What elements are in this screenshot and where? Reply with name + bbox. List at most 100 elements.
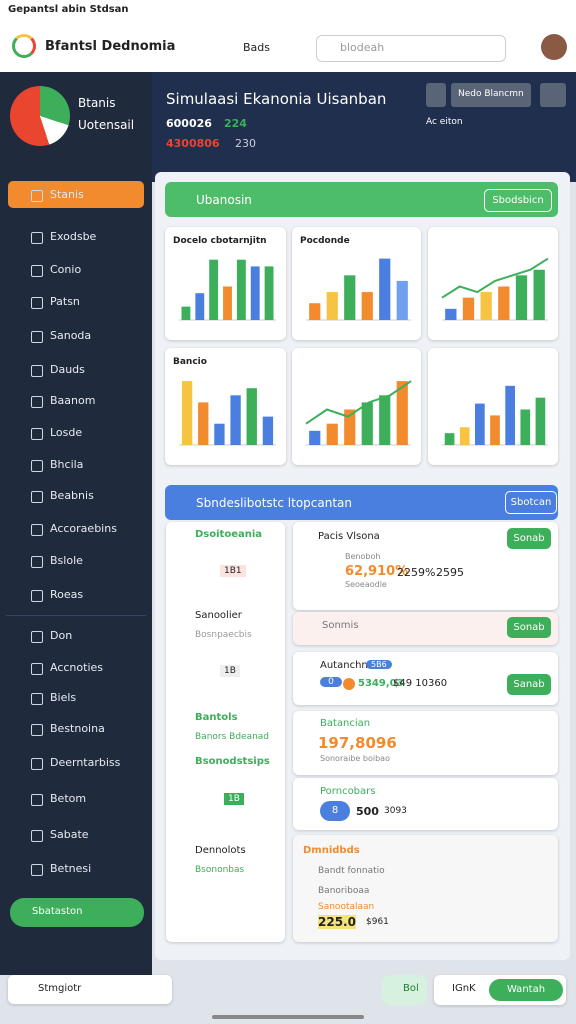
bar	[520, 409, 531, 445]
search-box[interactable]	[316, 35, 506, 62]
badge: 1B	[224, 793, 244, 805]
bar	[361, 402, 373, 445]
bar	[490, 415, 500, 445]
sidebar-icon	[31, 590, 43, 602]
banner-sub-change: 230	[235, 137, 256, 150]
card-value: 3093	[384, 806, 407, 816]
trend-line	[441, 257, 549, 299]
sidebar-item[interactable]: Bestnoina	[50, 722, 105, 735]
sidebar-item[interactable]: Sabate	[50, 828, 89, 841]
sidebar-item[interactable]: Stanis	[50, 188, 84, 201]
sidebar-item[interactable]: Baanom	[50, 394, 96, 407]
bottom-button[interactable]	[382, 975, 427, 1005]
banner-button: Nedo Blancmn	[458, 89, 524, 99]
bar	[445, 308, 457, 320]
sidebar-item[interactable]: Conio	[50, 263, 82, 276]
sidebar-item[interactable]: Accoraebins	[50, 522, 117, 535]
card-title: Pacis Vlsona	[318, 531, 380, 542]
card-foot: Sonoraibe boibao	[320, 754, 390, 763]
card-value: 2595	[436, 566, 464, 579]
home-indicator	[212, 1015, 364, 1019]
sidebar-icon	[31, 524, 43, 536]
bar	[195, 293, 205, 320]
card-d	[293, 711, 558, 775]
card-title: Batancian	[320, 718, 371, 729]
active-item[interactable]	[8, 181, 144, 208]
sidebar-item[interactable]: Bhcila	[50, 458, 84, 471]
sidebar-item[interactable]: Losde	[50, 426, 83, 439]
sidebar-item[interactable]: Bslole	[50, 554, 83, 567]
sidebar-search[interactable]	[10, 898, 144, 927]
card-title: Porncobars	[320, 786, 376, 797]
sidebar-item[interactable]: Biels	[50, 691, 77, 704]
avatar[interactable]	[541, 34, 567, 60]
sidebar-icon	[31, 724, 43, 736]
bar	[262, 416, 274, 445]
card-button[interactable]: Sanab	[507, 674, 551, 695]
sidebar-item[interactable]: Patsn	[50, 295, 80, 308]
bar	[264, 266, 274, 320]
sidebar-item[interactable]: Betnesi	[50, 862, 92, 875]
bar	[379, 395, 391, 445]
card-label: Benoboh	[345, 552, 381, 561]
bar	[396, 280, 408, 320]
left-title: Bsonodstsips	[195, 756, 270, 767]
left-title: Dennolots	[195, 845, 246, 856]
sidebar-icon	[31, 693, 43, 705]
left-sub: Bsononbas	[195, 865, 245, 875]
sidebar-icon	[31, 396, 43, 408]
left-title: Dsoitoeania	[195, 529, 263, 540]
card-line: Bandt fonnatio	[318, 866, 385, 876]
bar	[236, 259, 246, 320]
bar	[498, 286, 510, 320]
sidebar-item[interactable]: Exodsbe	[50, 230, 97, 243]
sidebar-item[interactable]: Roeas	[50, 588, 84, 601]
bottom-left[interactable]	[8, 975, 172, 1004]
banner-button-bg[interactable]	[451, 83, 531, 107]
chart-title: Docelo cbotarnjitn	[173, 236, 267, 246]
app-name: Bfantsl Dednomia	[45, 39, 176, 54]
banner-value: 600026	[166, 117, 212, 130]
chart-title: Pocdonde	[300, 236, 350, 246]
menu[interactable]: Bads	[243, 41, 271, 54]
sidebar-item[interactable]: Don	[50, 629, 73, 642]
sidebar-icon	[31, 830, 43, 842]
section2-header	[165, 485, 558, 520]
sidebar-icon	[31, 190, 43, 202]
bar	[326, 423, 338, 445]
bar	[250, 266, 260, 320]
card-value: 225.0	[318, 915, 356, 929]
left-title: Sanoolier	[195, 610, 242, 621]
sidebar-item[interactable]: Sanoda	[50, 329, 92, 342]
left-sub: Bosnpaecbis	[195, 630, 252, 640]
sidebar-item[interactable]: Betom	[50, 792, 87, 805]
banner-sub-value: 4300806	[166, 137, 220, 150]
icon-button[interactable]	[426, 83, 446, 107]
bottom-right-button[interactable]: Wantah	[489, 979, 563, 1001]
sidebar-divider	[6, 615, 146, 616]
bar	[230, 395, 241, 445]
sidebar-item[interactable]: Beabnis	[50, 489, 94, 502]
sidebar-search-text: Sbataston	[32, 906, 83, 917]
left-card	[166, 522, 285, 942]
card-button[interactable]: Sonab	[507, 528, 551, 549]
pill: 0	[320, 677, 342, 687]
sidebar-item[interactable]: Dauds	[50, 363, 85, 376]
bar	[535, 397, 546, 445]
card-line: Banoriboaa	[318, 886, 370, 896]
left-sub: Banors Bdeanad	[195, 732, 270, 742]
chart-card: Bancio	[165, 348, 286, 465]
sidebar-item[interactable]: Accnoties	[50, 661, 103, 674]
icon-button[interactable]	[540, 83, 566, 107]
card-button[interactable]: Sonab	[507, 617, 551, 638]
trend-line	[305, 380, 412, 425]
section1-button[interactable]: Sbodsbicn	[484, 189, 552, 212]
card-value: 500	[356, 805, 379, 818]
left-title: Bantols	[195, 712, 238, 723]
sidebar-item[interactable]: Deerntarbiss	[50, 756, 121, 769]
bar	[533, 269, 545, 320]
bar	[475, 403, 485, 445]
bar	[209, 259, 219, 320]
section2-button[interactable]: Sbotcan	[505, 491, 557, 514]
